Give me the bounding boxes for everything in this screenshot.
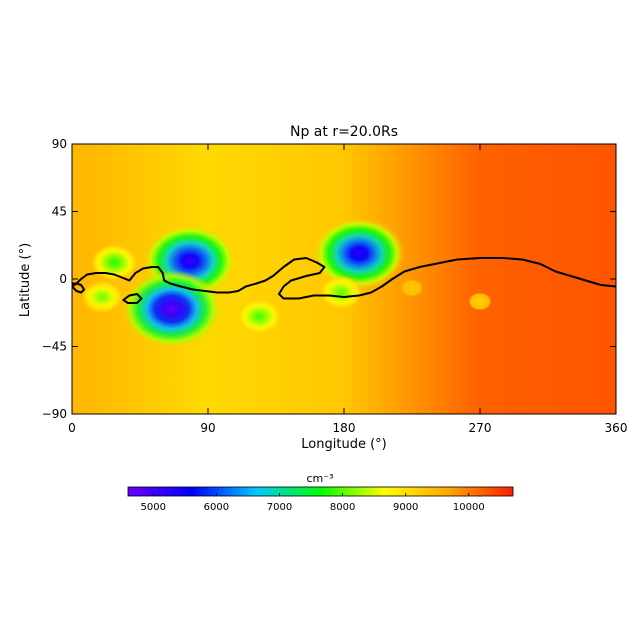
colorbar-tick-label: 6000 — [204, 502, 229, 513]
y-tick-label: 0 — [59, 272, 67, 286]
neutral-line — [72, 257, 616, 300]
x-tick-label: 180 — [333, 421, 356, 435]
x-axis-label: Longitude (°) — [301, 437, 386, 452]
y-axis-label: Latitude (°) — [18, 243, 33, 317]
colorbar-tick-label: 5000 — [141, 502, 166, 513]
density-blob — [468, 292, 492, 311]
colorbar-tick-label: 9000 — [393, 502, 418, 513]
density-blob — [319, 275, 363, 310]
density-blob — [81, 280, 124, 314]
y-tick-label: −90 — [42, 407, 67, 421]
x-tick-label: 90 — [200, 421, 215, 435]
density-blob — [121, 269, 222, 349]
density-blob — [313, 217, 405, 290]
y-tick-label: 90 — [52, 137, 67, 151]
plot-area — [72, 144, 616, 414]
chart-title: Np at r=20.0Rs — [290, 124, 398, 140]
x-tick-label: 270 — [469, 421, 492, 435]
neutral-line-island — [122, 293, 143, 304]
x-tick-label: 360 — [605, 421, 628, 435]
y-tick-label: 45 — [52, 205, 67, 219]
y-tick-label: −45 — [42, 340, 67, 354]
colorbar-tick-label: 7000 — [267, 502, 292, 513]
density-blob — [90, 244, 138, 281]
x-tick-label: 0 — [68, 421, 76, 435]
colorbar — [127, 486, 514, 497]
density-blob — [401, 279, 423, 297]
density-blob — [236, 298, 282, 335]
colorbar-tick-label: 10000 — [453, 502, 485, 513]
colorbar-unit-label: cm⁻³ — [307, 472, 334, 485]
neutral-line-island — [72, 282, 86, 294]
colorbar-tick-label: 8000 — [330, 502, 355, 513]
